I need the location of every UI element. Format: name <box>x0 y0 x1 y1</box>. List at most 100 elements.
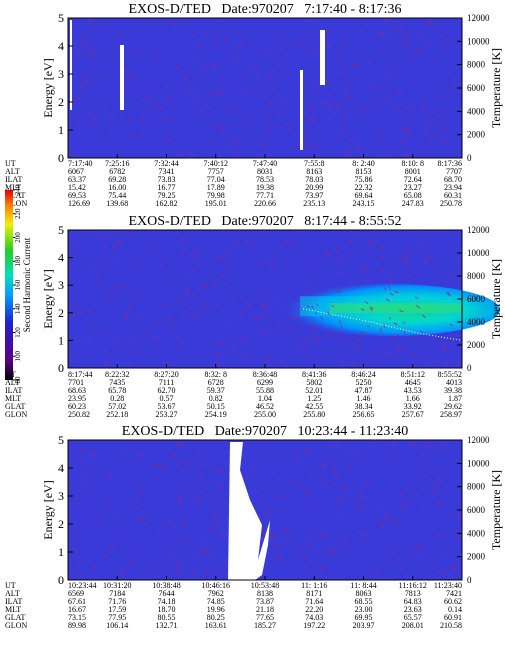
noise <box>410 553 414 557</box>
noise <box>403 132 407 135</box>
noise <box>273 472 276 476</box>
noise <box>316 143 318 148</box>
colorbar-tick-label: 220 <box>14 208 22 219</box>
table-cell: 255.80 <box>303 410 325 419</box>
noise <box>218 84 221 87</box>
noise <box>336 501 339 505</box>
noise <box>335 50 340 53</box>
noise <box>343 125 346 128</box>
noise <box>404 259 407 264</box>
table-cell: 185.27 <box>254 621 276 630</box>
noise <box>89 456 92 460</box>
y2-axis-label: Temperature [K] <box>489 259 503 339</box>
noise <box>311 305 315 309</box>
table-cell: 139.68 <box>106 199 128 208</box>
noise <box>341 117 345 120</box>
table-row-label: UT <box>5 159 16 168</box>
noise <box>285 98 287 101</box>
noise <box>399 90 402 94</box>
noise <box>394 290 399 294</box>
y-tick-label: 4 <box>58 39 64 53</box>
y2-tick-label: 8000 <box>467 482 486 492</box>
noise <box>390 442 395 446</box>
table-cell: 11: 8:44 <box>350 581 376 590</box>
noise <box>294 449 298 453</box>
noise <box>71 99 76 103</box>
noise <box>425 44 430 47</box>
table-cell: 197.22 <box>303 621 325 630</box>
table-cell: 8171 <box>306 589 322 598</box>
noise <box>296 456 300 460</box>
table-cell: 77.04 <box>207 175 225 184</box>
noise <box>364 55 367 58</box>
noise <box>152 266 155 269</box>
noise <box>166 101 171 106</box>
y-tick-label: 2 <box>58 306 64 320</box>
noise <box>310 52 315 56</box>
table-row-label: GLON <box>5 621 27 630</box>
table-cell: 132.71 <box>156 621 178 630</box>
noise <box>191 57 194 60</box>
noise <box>299 306 303 311</box>
noise <box>110 339 115 343</box>
noise <box>220 275 225 278</box>
noise <box>389 293 394 296</box>
noise <box>325 28 330 33</box>
noise <box>129 332 133 337</box>
table-cell: 68.63 <box>68 386 86 395</box>
noise <box>123 449 126 453</box>
colorbar-tick-label: 160 <box>14 279 22 290</box>
noise <box>395 54 398 57</box>
noise <box>386 351 389 356</box>
noise <box>367 234 370 237</box>
noise <box>227 451 231 455</box>
noise <box>303 452 306 455</box>
noise <box>337 139 341 143</box>
noise <box>83 76 87 78</box>
noise <box>328 151 331 153</box>
table-cell: 220.66 <box>254 199 276 208</box>
table-cell: 67.61 <box>68 597 86 606</box>
table-cell: 23.63 <box>404 605 422 614</box>
noise <box>79 459 83 462</box>
noise <box>77 502 81 506</box>
noise <box>306 543 311 546</box>
noise <box>278 528 282 531</box>
noise <box>337 290 342 294</box>
noise <box>122 234 127 238</box>
table-cell: 162.82 <box>156 199 178 208</box>
table-cell: 6569 <box>68 589 84 598</box>
noise <box>367 147 370 150</box>
noise <box>320 316 324 320</box>
table-cell: 23.27 <box>404 183 422 192</box>
noise <box>425 230 430 233</box>
noise <box>221 256 224 259</box>
noise <box>354 63 359 67</box>
noise <box>247 264 252 269</box>
noise <box>128 269 131 274</box>
noise <box>430 445 434 450</box>
noise <box>292 317 297 320</box>
noise <box>441 46 446 51</box>
noise <box>330 258 334 263</box>
noise <box>191 292 196 297</box>
y-tick-label: 3 <box>58 278 64 292</box>
noise <box>130 46 133 49</box>
noise <box>339 131 344 134</box>
table-cell: 210.58 <box>440 621 462 630</box>
noise <box>265 120 269 125</box>
noise <box>87 54 91 58</box>
table-row-label: MLT <box>5 605 21 614</box>
noise <box>220 339 224 343</box>
noise <box>180 538 184 541</box>
noise <box>194 253 198 256</box>
noise <box>70 254 74 258</box>
noise <box>434 525 437 528</box>
noise <box>216 124 221 130</box>
noise <box>68 481 72 485</box>
noise <box>93 449 97 454</box>
noise <box>191 315 197 320</box>
table-cell: 6067 <box>68 167 84 176</box>
noise <box>274 554 277 557</box>
noise <box>445 484 449 488</box>
